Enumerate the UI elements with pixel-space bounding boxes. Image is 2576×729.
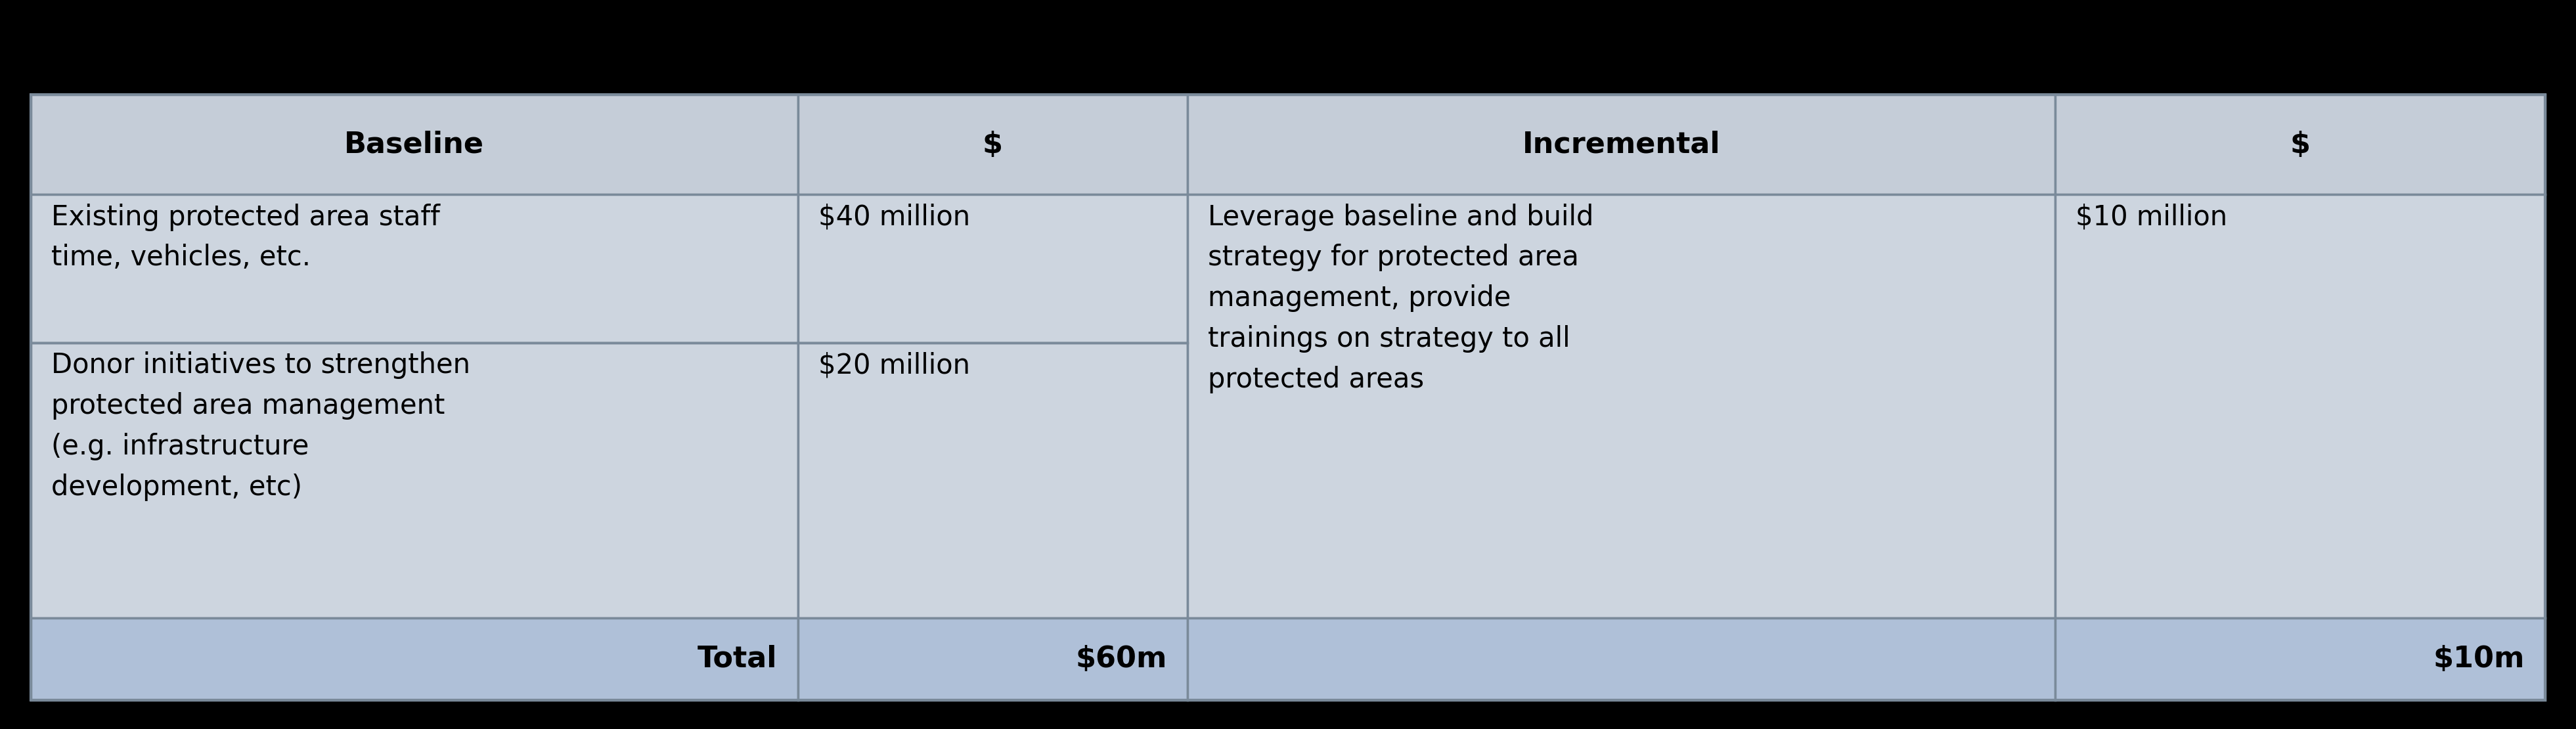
Bar — [31, 95, 799, 195]
Bar — [2056, 95, 2545, 195]
Text: Donor initiatives to strengthen
protected area management
(e.g. infrastructure
d: Donor initiatives to strengthen protecte… — [52, 351, 471, 501]
Bar — [799, 95, 1188, 195]
Bar — [2056, 195, 2545, 618]
Bar — [799, 195, 1188, 343]
Text: $: $ — [981, 130, 1002, 159]
Text: $10 million: $10 million — [2076, 203, 2228, 231]
Bar — [31, 195, 799, 343]
Text: Total: Total — [698, 645, 778, 673]
Text: Baseline: Baseline — [345, 130, 484, 159]
Bar — [1188, 95, 2056, 195]
Text: $10m: $10m — [2432, 645, 2524, 673]
Bar — [31, 343, 799, 618]
Bar — [799, 343, 1188, 618]
Bar — [31, 95, 2545, 700]
Text: $: $ — [2290, 130, 2311, 159]
Text: Incremental: Incremental — [1522, 130, 1721, 159]
Text: $20 million: $20 million — [819, 351, 971, 379]
Text: $60m: $60m — [1074, 645, 1167, 673]
Bar — [1188, 195, 2056, 618]
Bar — [31, 618, 799, 700]
Text: Existing protected area staff
time, vehicles, etc.: Existing protected area staff time, vehi… — [52, 203, 440, 271]
Bar — [1188, 618, 2056, 700]
Text: Leverage baseline and build
strategy for protected area
management, provide
trai: Leverage baseline and build strategy for… — [1208, 203, 1595, 393]
Bar — [2056, 618, 2545, 700]
Text: $40 million: $40 million — [819, 203, 971, 231]
Bar — [799, 618, 1188, 700]
